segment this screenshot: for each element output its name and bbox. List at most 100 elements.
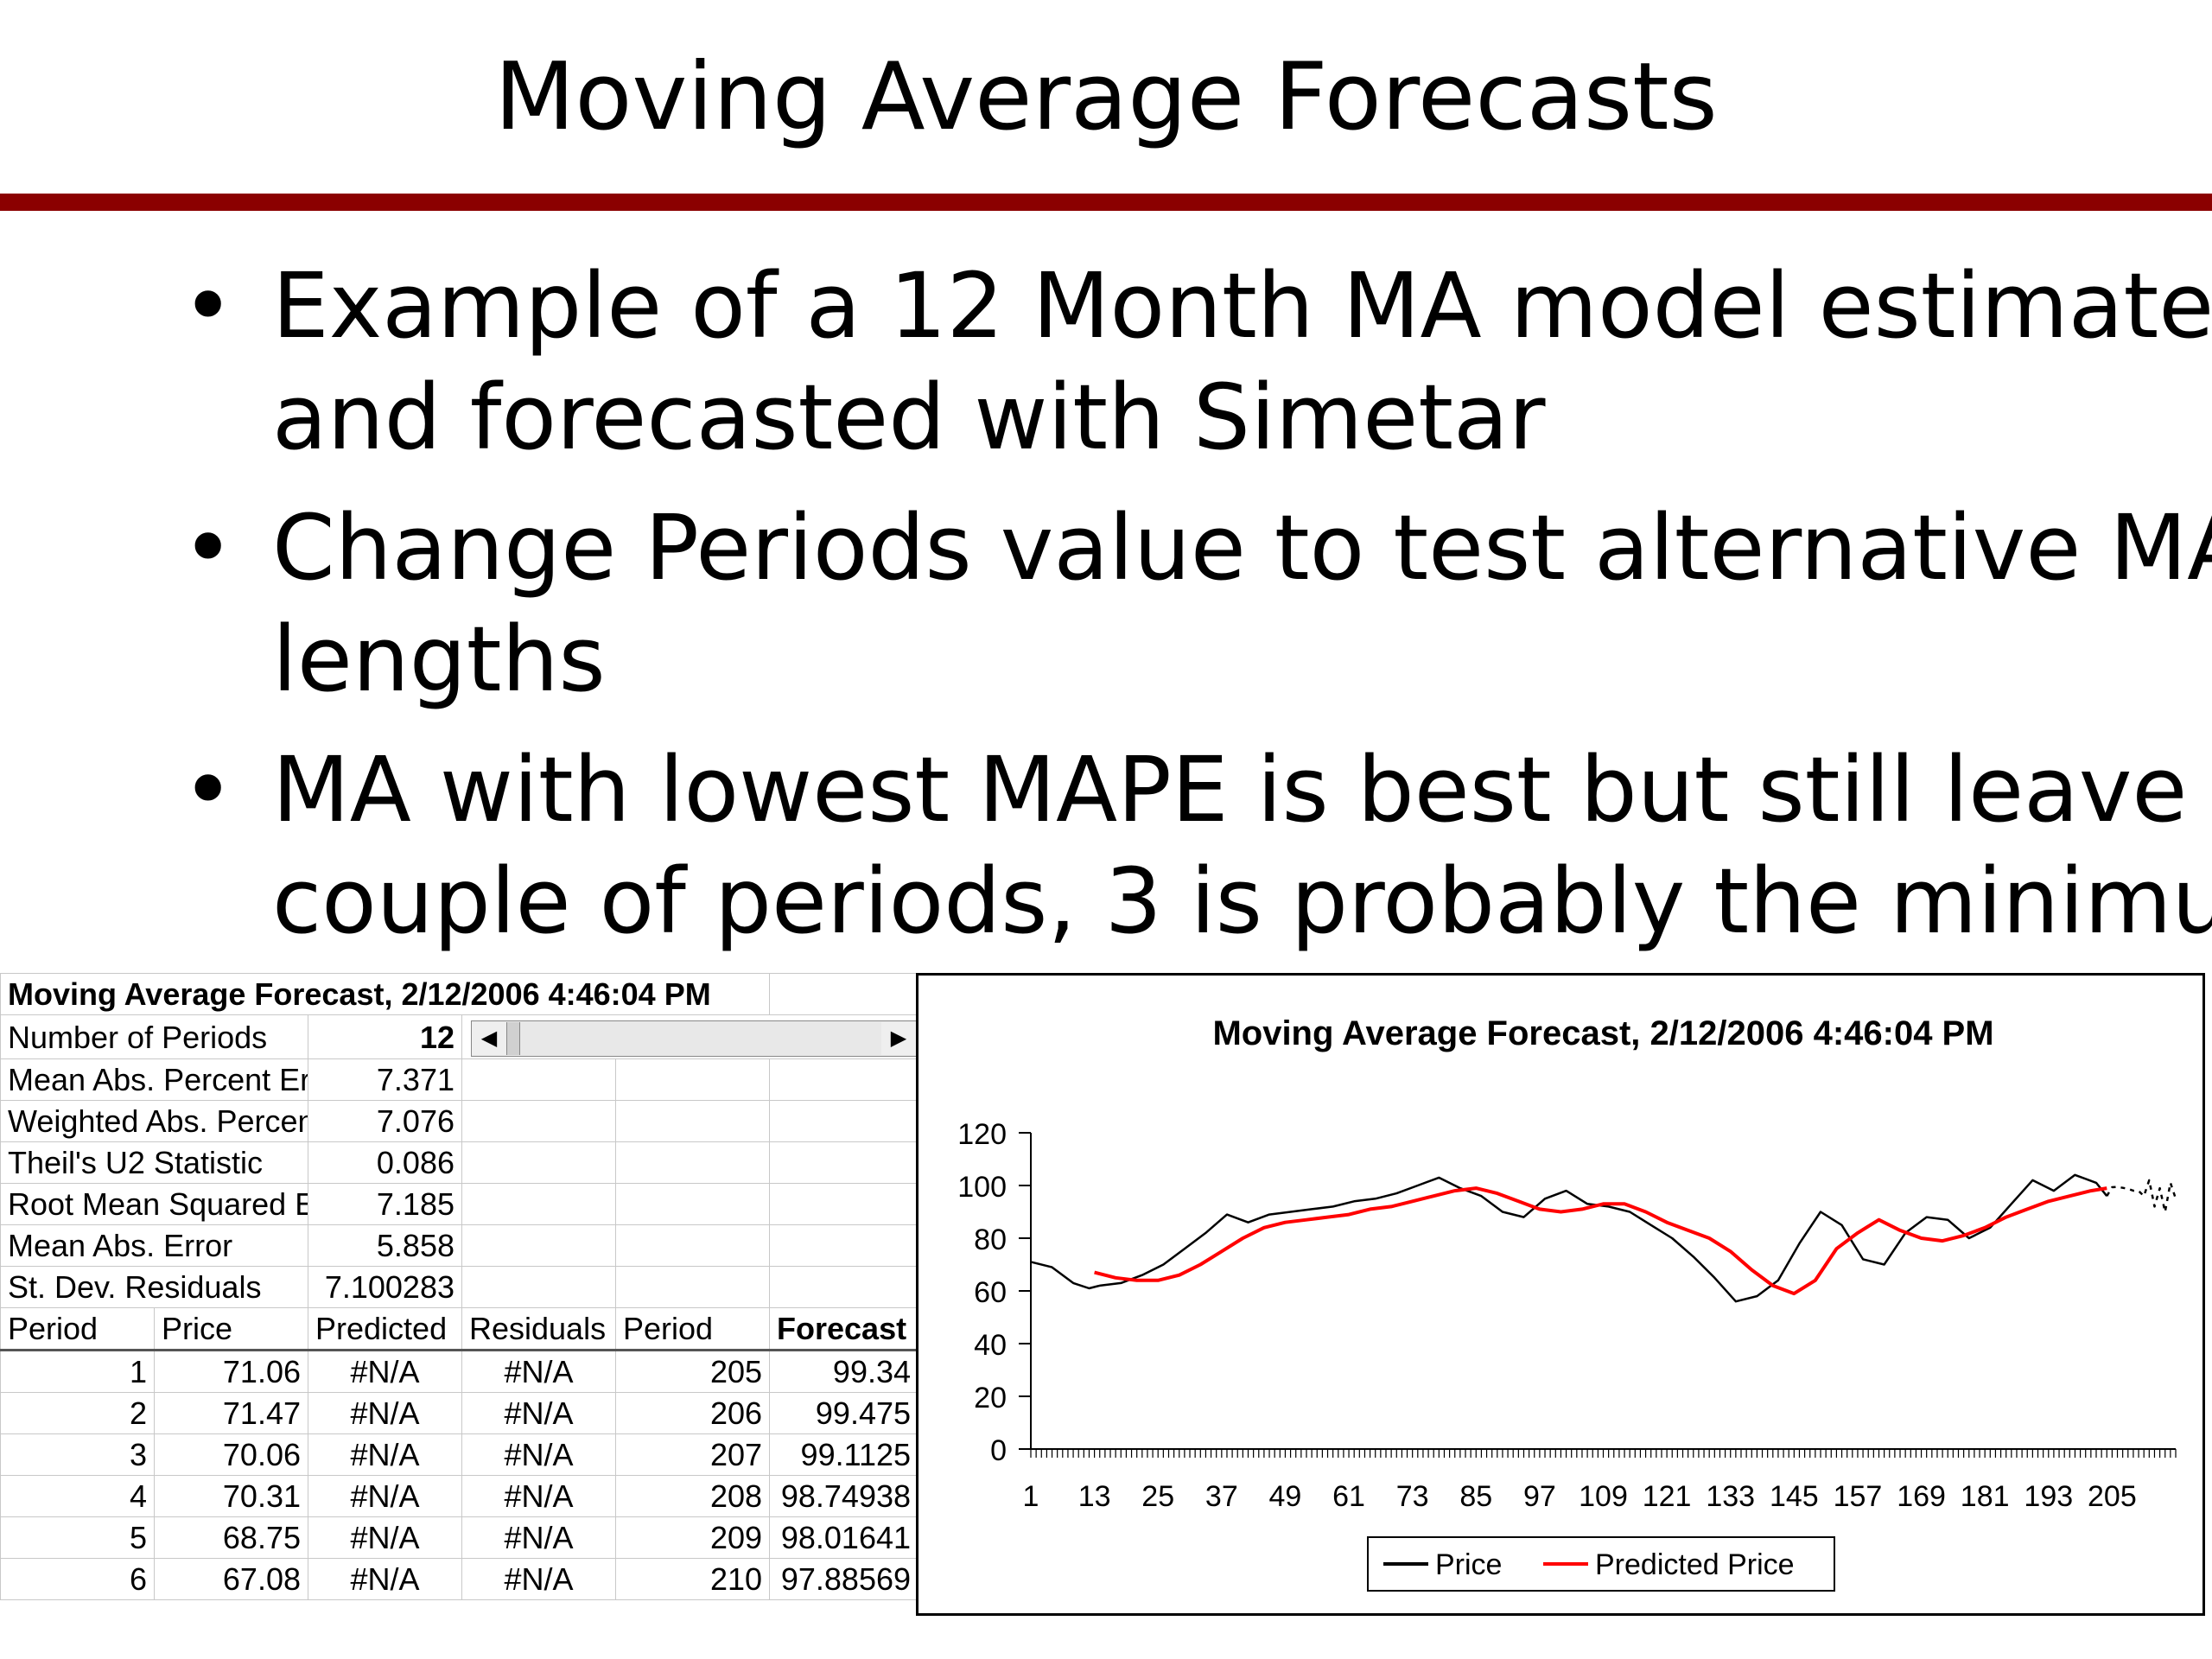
cell[interactable]: #N/A	[308, 1433, 462, 1476]
stat-label[interactable]: Theil's U2 Statistic	[0, 1141, 308, 1184]
cell[interactable]	[461, 1100, 616, 1142]
column-header[interactable]: Price	[154, 1307, 308, 1351]
cell[interactable]	[769, 1224, 918, 1267]
cell[interactable]: 6	[0, 1558, 155, 1600]
chart-panel[interactable]: Moving Average Forecast, 2/12/2006 4:46:…	[916, 973, 2205, 1616]
cell[interactable]: 98.01641	[769, 1516, 918, 1559]
y-tick-label: 60	[974, 1276, 1007, 1309]
cell[interactable]: 70.06	[154, 1433, 308, 1476]
stat-label[interactable]: Weighted Abs. Percent Error	[0, 1100, 308, 1142]
cell[interactable]	[614, 1100, 771, 1142]
stat-label[interactable]: Root Mean Squared Error	[0, 1183, 308, 1225]
cell[interactable]: 67.08	[154, 1558, 308, 1600]
column-header[interactable]: Forecast	[769, 1307, 918, 1351]
stat-row: Number of Periods 12 ◀ ▶	[0, 1014, 918, 1059]
cell[interactable]: 70.31	[154, 1475, 308, 1517]
cell[interactable]	[769, 973, 918, 1015]
cell[interactable]: 71.06	[154, 1350, 308, 1393]
chart-legend	[1367, 1536, 1835, 1592]
cell[interactable]	[769, 1183, 918, 1225]
stat-label[interactable]: Mean Abs. Error	[0, 1224, 308, 1267]
stat-row: Theil's U2 Statistic 0.086	[0, 1141, 918, 1184]
column-header[interactable]: Residuals	[461, 1307, 616, 1351]
stat-label[interactable]: Mean Abs. Percent Error	[0, 1058, 308, 1101]
cell[interactable]: 99.34	[769, 1350, 918, 1393]
cell[interactable]: 98.74938	[769, 1475, 918, 1517]
scroll-right-arrow-icon[interactable]: ▶	[881, 1021, 918, 1055]
cell[interactable]: #N/A	[308, 1392, 462, 1434]
cell[interactable]	[769, 1141, 918, 1184]
cell[interactable]: 71.47	[154, 1392, 308, 1434]
stat-value[interactable]: 7.371	[308, 1058, 462, 1101]
cell[interactable]: #N/A	[461, 1392, 616, 1434]
cell[interactable]	[614, 1141, 771, 1184]
y-tick-label: 40	[974, 1329, 1007, 1362]
cell[interactable]: 208	[614, 1475, 771, 1517]
cell[interactable]: #N/A	[308, 1475, 462, 1517]
sheet-title[interactable]: Moving Average Forecast, 2/12/2006 4:46:…	[0, 973, 771, 1015]
cell[interactable]: 1	[0, 1350, 155, 1393]
cell[interactable]	[461, 1183, 616, 1225]
cell[interactable]: 210	[614, 1558, 771, 1600]
stat-value[interactable]: 7.076	[308, 1100, 462, 1142]
stat-value[interactable]: 0.086	[308, 1141, 462, 1184]
stat-row: Weighted Abs. Percent Error 7.076	[0, 1100, 918, 1142]
bullet-dot-icon: •	[181, 495, 235, 601]
scrollbar-track[interactable]	[520, 1022, 881, 1055]
spreadsheet: Moving Average Forecast, 2/12/2006 4:46:…	[0, 973, 918, 1659]
cell[interactable]: 2	[0, 1392, 155, 1434]
cell[interactable]	[461, 1141, 616, 1184]
column-header[interactable]: Period	[614, 1307, 771, 1351]
scroll-left-arrow-icon[interactable]: ◀	[472, 1021, 507, 1055]
cell[interactable]	[461, 1266, 616, 1308]
stat-label[interactable]: St. Dev. Residuals	[0, 1266, 308, 1308]
series-line	[1094, 1186, 2107, 1296]
cell[interactable]: #N/A	[461, 1350, 616, 1393]
cell[interactable]: #N/A	[308, 1516, 462, 1559]
cell[interactable]: #N/A	[461, 1475, 616, 1517]
stat-value[interactable]: 5.858	[308, 1224, 462, 1267]
cell[interactable]	[614, 1266, 771, 1308]
stat-label[interactable]: Number of Periods	[0, 1014, 308, 1059]
column-header[interactable]: Predicted	[308, 1307, 462, 1351]
cell[interactable]: 97.88569	[769, 1558, 918, 1600]
bullet-dot-icon: •	[181, 737, 235, 842]
stat-value[interactable]: 7.100283	[308, 1266, 462, 1308]
periods-scrollbar[interactable]: ◀ ▶	[471, 1020, 918, 1057]
scrollbar-thumb[interactable]	[507, 1021, 520, 1055]
table-row: 5 68.75 #N/A #N/A 209 98.01641	[0, 1516, 918, 1559]
cell[interactable]	[769, 1266, 918, 1308]
cell[interactable]: 209	[614, 1516, 771, 1559]
cell[interactable]: 206	[614, 1392, 771, 1434]
cell[interactable]: #N/A	[461, 1516, 616, 1559]
column-header[interactable]: Period	[0, 1307, 155, 1351]
cell[interactable]	[614, 1224, 771, 1267]
stat-row: Mean Abs. Percent Error 7.371	[0, 1058, 918, 1101]
cell[interactable]: #N/A	[308, 1558, 462, 1600]
stat-value[interactable]: 7.185	[308, 1183, 462, 1225]
spreadsheet-table: Moving Average Forecast, 2/12/2006 4:46:…	[0, 973, 918, 1600]
cell[interactable]: #N/A	[461, 1433, 616, 1476]
cell[interactable]	[614, 1183, 771, 1225]
cell[interactable]: #N/A	[461, 1558, 616, 1600]
cell[interactable]: 4	[0, 1475, 155, 1517]
cell[interactable]: 207	[614, 1433, 771, 1476]
cell[interactable]: 3	[0, 1433, 155, 1476]
periods-value-cell[interactable]: 12	[308, 1014, 462, 1059]
cell[interactable]	[769, 1058, 918, 1101]
cell[interactable]: 68.75	[154, 1516, 308, 1559]
cell[interactable]	[769, 1100, 918, 1142]
cell[interactable]: 99.475	[769, 1392, 918, 1434]
table-row: 6 67.08 #N/A #N/A 210 97.88569	[0, 1558, 918, 1600]
cell[interactable]	[461, 1224, 616, 1267]
cell[interactable]	[461, 1058, 616, 1101]
cell[interactable]: 205	[614, 1350, 771, 1393]
cell[interactable]: 5	[0, 1516, 155, 1559]
cell[interactable]	[614, 1058, 771, 1101]
column-header-row: Period Price Predicted Residuals Period …	[0, 1307, 918, 1351]
bullet-list: • Example of a 12 Month MA model estimat…	[181, 251, 2212, 976]
cell[interactable]: 99.1125	[769, 1433, 918, 1476]
table-row: 2 71.47 #N/A #N/A 206 99.475	[0, 1392, 918, 1434]
table-row: 4 70.31 #N/A #N/A 208 98.74938	[0, 1475, 918, 1517]
cell[interactable]: #N/A	[308, 1350, 462, 1393]
